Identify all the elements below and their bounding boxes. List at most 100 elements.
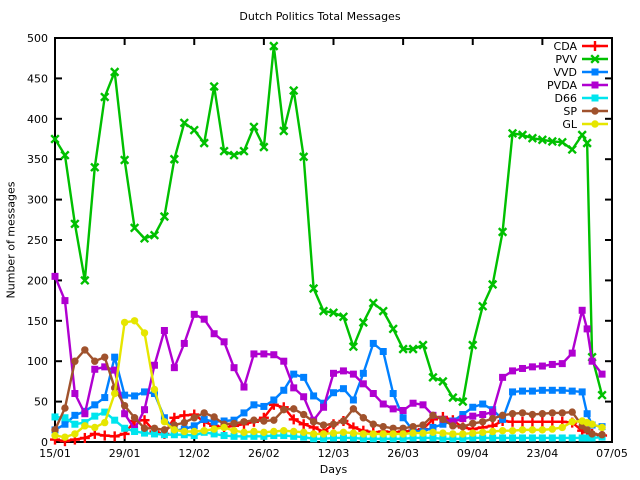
marker-square <box>399 435 407 443</box>
marker-square <box>310 392 318 400</box>
marker-circle <box>439 429 447 437</box>
marker-circle <box>71 430 79 438</box>
x-tick-label: 07/05 <box>596 447 628 460</box>
legend-item-sp: SP <box>563 105 608 118</box>
marker-square <box>91 401 99 409</box>
marker-circle <box>91 423 99 432</box>
marker-square <box>230 364 238 372</box>
marker-x <box>448 392 458 403</box>
marker-x <box>497 227 508 237</box>
marker-square <box>598 370 606 378</box>
marker-square <box>330 369 337 377</box>
marker-square <box>250 350 258 358</box>
marker-x <box>527 133 538 143</box>
marker-circle <box>290 405 298 413</box>
marker-circle <box>51 426 59 434</box>
marker-x <box>418 340 428 350</box>
marker-square <box>141 388 149 396</box>
marker-square <box>111 353 119 361</box>
marker-square <box>379 348 387 356</box>
marker-circle <box>528 410 537 419</box>
marker-square <box>330 389 337 397</box>
marker-circle <box>180 427 189 436</box>
marker-circle <box>339 417 348 425</box>
marker-square <box>518 364 526 372</box>
marker-square <box>160 326 168 334</box>
y-tick-label: 150 <box>27 315 48 328</box>
marker-square <box>220 338 228 346</box>
marker-circle <box>349 405 358 413</box>
marker-square <box>270 351 278 359</box>
marker-circle <box>498 411 507 420</box>
marker-square <box>578 388 586 396</box>
marker-x <box>110 67 120 77</box>
marker-x <box>478 301 488 311</box>
marker-circle <box>290 427 298 436</box>
marker-square <box>558 434 566 442</box>
marker-x <box>219 146 229 156</box>
x-tick-label: 23/04 <box>527 447 559 460</box>
marker-square <box>583 410 591 418</box>
marker-square <box>250 401 258 409</box>
marker-circle <box>299 428 308 437</box>
legend-item-d66: D66 <box>555 92 608 105</box>
y-tick-label: 250 <box>27 234 48 247</box>
marker-circle <box>439 415 447 424</box>
marker-square <box>538 386 546 394</box>
marker-square <box>111 416 119 424</box>
marker-square <box>240 432 248 440</box>
series-pvda <box>51 272 606 433</box>
axes: 0 50 100 150 200 250 300 350 400 450 500 15/01 29/01… <box>27 32 628 460</box>
marker-x <box>358 317 368 328</box>
x-tick-label: 15/01 <box>39 447 71 460</box>
marker-square <box>509 367 517 375</box>
marker-square <box>260 432 268 440</box>
marker-circle <box>379 430 387 438</box>
marker-square <box>320 403 328 411</box>
series-line <box>53 275 604 431</box>
marker-square <box>121 410 129 418</box>
x-tick-label: 29/01 <box>109 447 141 460</box>
marker-circle <box>210 413 218 421</box>
marker-circle <box>459 422 467 431</box>
marker-square <box>51 272 59 280</box>
marker-square <box>270 432 278 440</box>
marker-x <box>199 138 209 148</box>
marker-x <box>169 154 180 164</box>
marker-x <box>90 162 100 172</box>
marker-square <box>61 420 69 428</box>
x-tick-label: 09/04 <box>457 447 489 460</box>
marker-square <box>568 387 576 395</box>
marker-square <box>369 390 377 398</box>
marker-circle <box>71 357 79 365</box>
marker-circle <box>409 429 417 437</box>
marker-square <box>499 373 507 381</box>
marker-x <box>80 275 90 286</box>
marker-square <box>300 393 308 401</box>
marker-square <box>459 435 467 443</box>
marker-x <box>378 306 388 316</box>
marker-x <box>338 312 349 322</box>
marker-circle <box>583 426 591 434</box>
marker-square <box>240 383 248 391</box>
marker-x <box>582 138 592 148</box>
marker-x <box>388 324 398 334</box>
marker-square <box>439 435 447 443</box>
marker-circle <box>538 410 547 418</box>
marker-circle <box>369 430 377 438</box>
marker-square <box>528 363 536 371</box>
marker-square <box>141 406 149 414</box>
marker-x <box>289 85 299 96</box>
marker-circle <box>429 411 437 420</box>
marker-circle <box>140 424 149 432</box>
marker-square <box>439 420 447 428</box>
marker-square <box>240 409 248 417</box>
marker-square <box>270 396 278 404</box>
marker-square <box>459 411 467 419</box>
marker-circle <box>538 426 547 434</box>
marker-circle <box>250 416 258 424</box>
marker-x <box>557 137 567 147</box>
marker-square <box>591 68 599 76</box>
marker-circle <box>359 414 368 422</box>
